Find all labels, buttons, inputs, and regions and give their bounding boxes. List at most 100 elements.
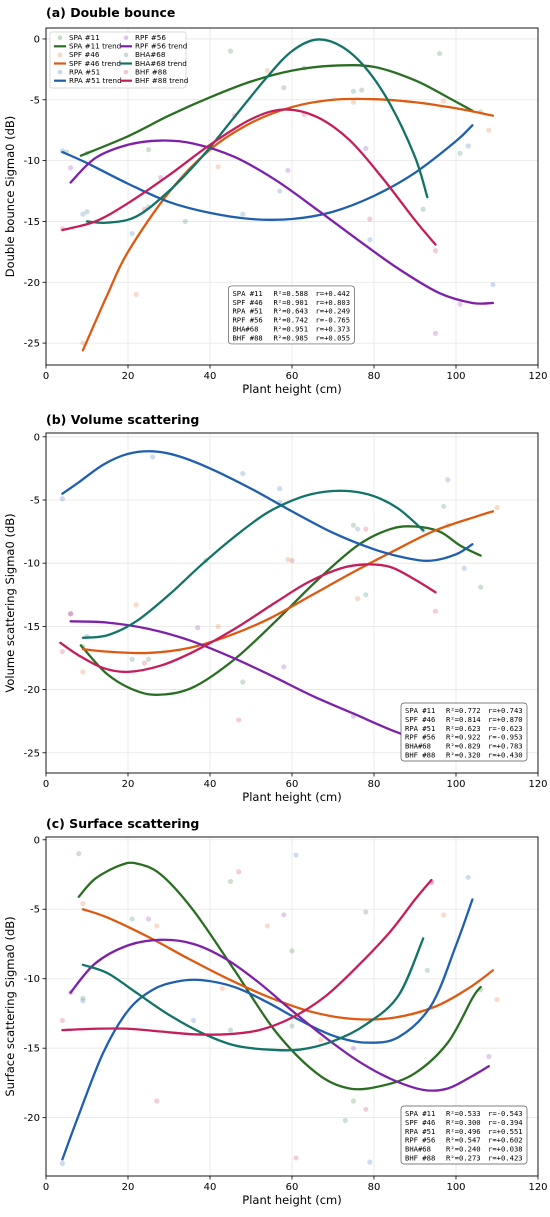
y-axis-label: Surface scattering Sigma0 (dB) (3, 916, 17, 1096)
stat-r2: R²=0.300 (446, 1118, 481, 1127)
stat-name: BHA#68 (405, 1145, 431, 1154)
panel-volume-scattering: (b) Volume scattering 0 20 40 60 80 100 120 0 -5 -… (3, 412, 548, 804)
stat-r: r=+0.430 (488, 751, 523, 760)
scatter-point-spa-11 (227, 48, 234, 54)
scatter-point-spa-11 (281, 85, 287, 91)
x-tick-label: 60 (286, 779, 299, 790)
trend-line-spf-46 (81, 908, 495, 1021)
scatter-point-spf-46 (215, 623, 221, 629)
legend-label: BHA#68 trend (135, 59, 187, 68)
y-axis-label: Double bounce Sigma0 (dB) (3, 116, 17, 278)
stat-r2: R²=0.985 (273, 333, 308, 342)
scatter-point-bha-68 (289, 1023, 295, 1029)
trend-line-spf-46 (81, 510, 495, 655)
stat-r2: R²=0.814 (446, 715, 481, 724)
x-tick-label: 0 (43, 779, 49, 790)
scatter-point-bha-68 (129, 656, 135, 662)
scatter-point-spa-11 (478, 584, 484, 590)
x-tick-label: 20 (122, 371, 135, 382)
trend-lines (61, 861, 495, 1161)
scatter-point-rpa-51 (240, 470, 246, 477)
legend-label: SPA #11 trend (69, 42, 121, 51)
x-tick-label: 120 (528, 779, 547, 790)
stat-r: r=+0.249 (315, 307, 350, 316)
legend-marker (57, 69, 63, 75)
trend-lines (61, 38, 495, 352)
legend-label: RPF #56 trend (135, 42, 187, 51)
legend-label: BHF #88 trend (135, 76, 188, 85)
trend-line-bha-68 (81, 489, 425, 639)
legend-label: SPA #11 (69, 33, 100, 42)
stat-r2: R²=0.643 (273, 307, 308, 316)
scatter-point-bhf-88 (59, 649, 65, 655)
legend-label: SPF #46 (69, 50, 100, 59)
stats-box: SPA #11 R²=0.533 r=-0.543 SPF #46 R²=0.300 r=… (400, 1105, 528, 1165)
legend-marker (123, 35, 129, 40)
scatter-point-spf-46 (133, 291, 139, 298)
stat-r: r=+0.743 (488, 706, 523, 715)
trend-line-bha-68 (81, 937, 425, 1052)
scatter-point-bhf-88 (363, 1106, 369, 1112)
stat-r2: R²=0.951 (273, 325, 308, 334)
y-tick-label: -5 (30, 95, 40, 106)
legend-label: SPF #46 trend (69, 59, 121, 68)
scatter-point-rpa-51 (461, 565, 467, 571)
stats-box: SPA #11 R²=0.772 r=+0.743 SPF #46 R²=0.814 r=… (400, 702, 528, 762)
stat-r2: R²=0.547 (446, 1136, 481, 1145)
legend-box (49, 31, 187, 89)
y-tick-label: -15 (24, 217, 40, 228)
scatter-point-rpa-51 (277, 188, 283, 194)
stat-r: r=+0.870 (488, 715, 523, 724)
y-tick-label: -15 (24, 1044, 40, 1055)
y-tick-label: -10 (24, 559, 40, 570)
scatter-point-spf-46 (264, 923, 270, 929)
x-tick-label: 20 (122, 1182, 135, 1193)
scatter-point-spa-11 (145, 656, 152, 662)
scatter-point-rpa-51 (150, 454, 156, 460)
scatter-point-spf-46 (154, 923, 160, 929)
trend-line-spf-46 (81, 97, 495, 352)
stat-r2: R²=0.772 (446, 706, 481, 715)
y-tick-label: 0 (34, 34, 40, 45)
trend-line-bhf-88 (61, 108, 437, 246)
stat-r2: R²=0.273 (446, 1154, 481, 1163)
x-axis-label: Plant height (cm) (242, 1193, 341, 1207)
stats-box-frame (400, 1105, 528, 1165)
scatter-point-rpa-51 (293, 852, 299, 858)
legend-label: BHA#68 (135, 50, 166, 59)
stat-name: RPA #51 (232, 307, 262, 316)
x-tick-label: 0 (43, 371, 49, 382)
scatter-point-rpf-56 (486, 1053, 492, 1060)
stat-r2: R²=0.240 (446, 1145, 481, 1154)
stat-name: RPF #56 (405, 1136, 435, 1145)
y-tick-label: -10 (24, 974, 40, 985)
x-tick-label: 60 (286, 1182, 299, 1193)
scatter-point-rpf-56 (68, 611, 74, 617)
scatter-point-rpa-51 (490, 282, 496, 288)
trend-line-spa-11 (77, 861, 482, 1091)
y-tick-label: -5 (30, 905, 40, 916)
stat-r: r=+0.551 (488, 1127, 523, 1136)
y-tick-label: -20 (24, 685, 40, 696)
panel-title: (b) Volume scattering (46, 412, 199, 427)
legend-label: RPF #56 (135, 33, 166, 42)
trend-line-bha-68 (85, 38, 429, 224)
stat-r2: R²=0.922 (446, 733, 481, 742)
scatter-point-rpa-51 (80, 998, 86, 1004)
y-axis-label: Volume scattering Sigma0 (dB) (3, 513, 17, 692)
scatter-point-spa-11 (76, 851, 82, 857)
scatter-point-rpa-51 (465, 874, 471, 880)
x-tick-label: 60 (286, 371, 299, 382)
scatter-point-spf-46 (494, 504, 500, 511)
trend-line-spa-11 (79, 525, 482, 696)
scatter-point-spa-11 (363, 909, 369, 915)
stat-r: r=-0.953 (488, 733, 523, 742)
scatter-point-spf-46 (486, 127, 492, 133)
scatter-point-bhf-88 (59, 1017, 65, 1023)
scatter-point-spf-46 (219, 985, 225, 992)
stat-r2: R²=0.588 (273, 289, 308, 298)
scatter-point-bha-68 (80, 995, 86, 1001)
x-tick-label: 0 (43, 1182, 49, 1193)
scatter-point-spf-46 (494, 996, 500, 1003)
